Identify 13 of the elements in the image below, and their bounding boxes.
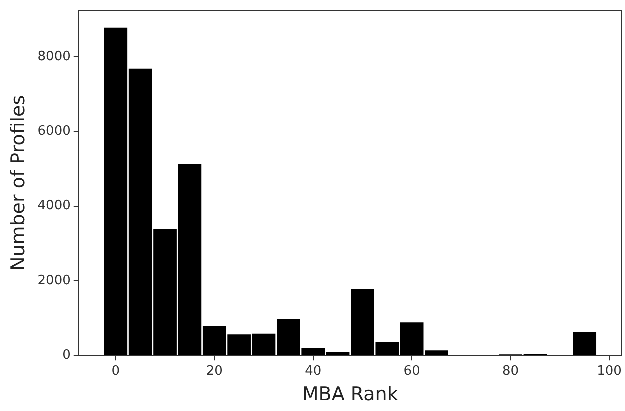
- x-axis-title: MBA Rank: [302, 384, 398, 406]
- y-tick-label: 6000: [38, 124, 71, 140]
- y-tick-label: 8000: [38, 49, 71, 64]
- y-tick-label: 0: [62, 348, 71, 363]
- x-tick-label: 0: [112, 364, 120, 379]
- x-tick-label: 80: [502, 364, 520, 379]
- x-tick-label: 60: [404, 364, 420, 379]
- x-tick-label: 40: [305, 364, 322, 379]
- y-axis-title: Number of Profiles: [7, 95, 30, 272]
- y-tick-label: 2000: [38, 273, 71, 288]
- y-tick-label: 4000: [38, 198, 71, 214]
- x-tick-label: 100: [597, 364, 622, 379]
- x-tick-label: 20: [206, 364, 223, 379]
